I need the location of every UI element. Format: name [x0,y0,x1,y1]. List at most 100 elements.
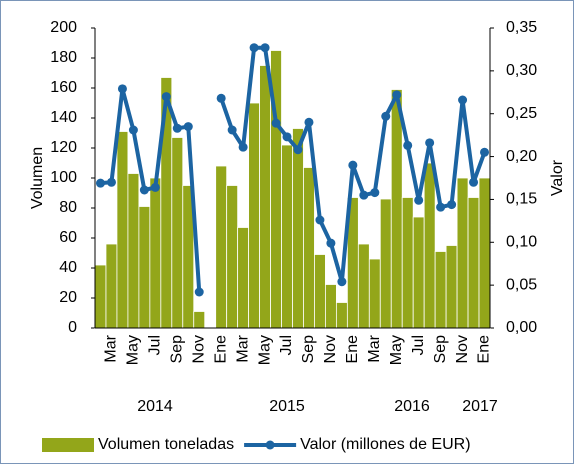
legend-label: Volumen toneladas [98,436,234,453]
year-label: 2016 [394,398,430,415]
bar [94,264,107,329]
line-marker [425,138,435,148]
line-marker [95,178,105,188]
x-tick-label: May [388,335,405,365]
line-marker [436,202,446,212]
line-marker [458,95,468,105]
bar [215,165,228,329]
x-tick-label: Jul [410,335,427,355]
line-marker [271,118,281,128]
line-marker [403,140,413,150]
line-marker [392,90,402,100]
x-tick-label: Mar [103,334,120,362]
bar [401,197,414,329]
x-tick-label: Mar [234,334,251,362]
bar [456,177,469,329]
x-tick-label: Mar [366,334,383,362]
x-tick-label: Nov [454,335,471,363]
bar [171,137,184,329]
line-marker [194,287,204,297]
bar [467,197,480,329]
y-tick-label: 100 [50,169,77,186]
line-marker [381,111,391,121]
line-marker [315,215,325,225]
bar [314,254,326,329]
bar [292,128,304,329]
line-marker [128,125,138,135]
bar [368,258,381,329]
bar [434,251,447,329]
y2-tick-label: 0,30 [506,62,537,79]
y2-tick-label: 0,15 [506,191,537,208]
line-marker [260,43,270,53]
y2-tick-label: 0,05 [506,276,537,293]
bar [423,162,436,329]
y-tick-label: 160 [50,79,77,96]
bar [259,65,271,329]
bar [116,131,129,329]
y-tick-label: 140 [50,109,77,126]
year-label: 2014 [137,398,173,415]
x-tick-label: Sep [300,335,317,364]
y-tick-label: 60 [59,229,77,246]
x-tick-label: Sep [169,335,186,364]
line-marker [117,84,127,94]
year-label: 2017 [462,398,498,415]
legend-label: Valor (millones de EUR) [300,436,470,453]
y-tick-label: 200 [50,19,77,36]
bar [248,102,260,329]
bar [412,216,425,329]
line-marker [326,238,336,248]
line-marker [282,132,292,142]
bar [127,173,140,329]
y2-tick-label: 0,20 [506,148,537,165]
x-tick-label: Ene [212,335,229,364]
bar [226,185,239,329]
x-tick-label: Jul [147,335,164,355]
x-tick-label: Sep [432,335,449,364]
line-marker [106,177,116,187]
line-marker [348,160,358,170]
line-marker [414,195,424,205]
x-tick-label: Nov [322,335,339,363]
y2-tick-label: 0,00 [506,319,537,336]
y2-tick-label: 0,10 [506,234,537,251]
bar [193,311,206,329]
line-marker [161,92,171,102]
bar [335,302,348,329]
bar [303,167,315,329]
x-tick-label: May [125,335,142,365]
y2-axis-label: Valor [549,159,566,196]
line-marker [150,182,160,192]
legend-swatch [42,438,94,452]
line-marker [183,122,193,132]
line-marker [227,125,237,135]
line-marker [249,43,259,53]
bar [138,206,151,329]
line-marker [370,188,380,198]
y-tick-label: 40 [59,259,77,276]
line-marker [469,177,479,187]
line-marker [480,147,490,157]
line-marker [139,185,149,195]
bar [357,243,370,329]
x-tick-label: Nov [190,335,207,363]
line-marker [216,93,226,103]
bar [379,198,392,329]
line-marker [337,277,347,287]
line-marker [304,117,314,127]
y2-tick-label: 0,25 [506,105,537,122]
x-tick-label: Ene [344,335,361,364]
line-marker [447,200,457,210]
legend-marker [265,440,275,450]
bar [281,144,293,329]
y-tick-label: 80 [59,199,77,216]
bar [325,284,337,329]
x-tick-label: Jul [278,335,295,355]
x-tick-label: May [256,335,273,365]
y-axis-label: Volumen [29,147,46,209]
x-tick-label: Ene [476,335,493,364]
line-marker [359,190,369,200]
